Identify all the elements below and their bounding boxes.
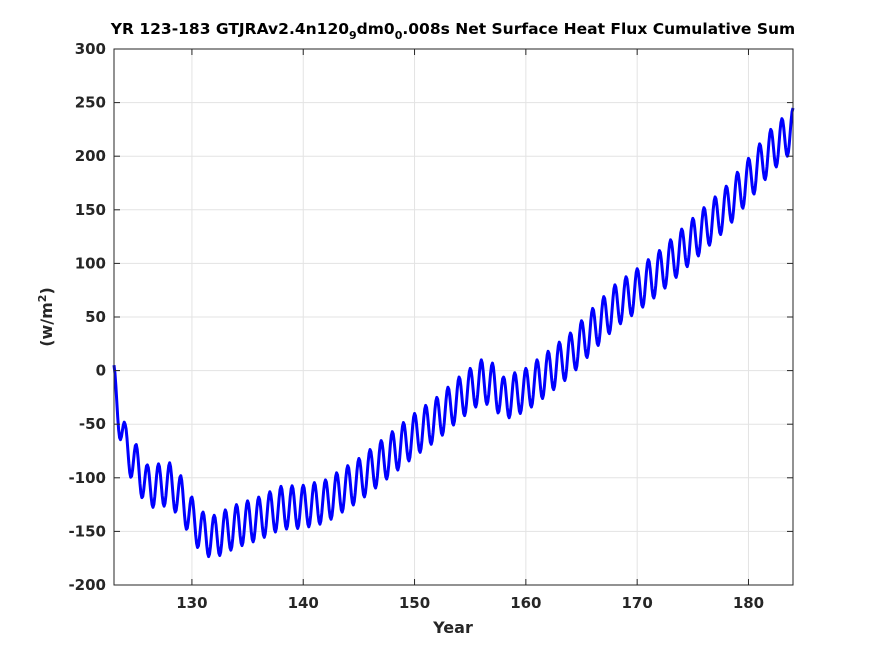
x-tick-label: 180: [733, 594, 764, 612]
y-tick-label: -150: [68, 522, 106, 540]
x-tick-label: 160: [510, 594, 541, 612]
x-tick-label: 140: [288, 594, 319, 612]
y-tick-label: 100: [75, 254, 106, 272]
y-tick-label: 150: [75, 201, 106, 219]
axis-ticks: 130 140 150 160 170 180 -200 -150 -100 -50 0 50 100 1…: [68, 40, 793, 612]
y-tick-label: 0: [96, 362, 106, 380]
y-axis-label: (w/m2): [36, 287, 56, 347]
x-tick-label: 170: [622, 594, 653, 612]
y-tick-label: 300: [75, 40, 106, 58]
x-axis-label: Year: [432, 618, 473, 637]
y-tick-label: 200: [75, 147, 106, 165]
y-tick-label: -50: [79, 415, 106, 433]
x-tick-label: 130: [176, 594, 207, 612]
series-layer: [112, 107, 795, 559]
y-tick-label: -200: [68, 576, 106, 594]
y-tick-label: 50: [85, 308, 106, 326]
series-line: [112, 107, 795, 559]
y-tick-label: -100: [68, 469, 106, 487]
chart-title: YR 123-183 GTJRAv2.4n1209dm00.008s Net S…: [110, 20, 795, 42]
y-tick-label: 250: [75, 94, 106, 112]
x-tick-label: 150: [399, 594, 430, 612]
